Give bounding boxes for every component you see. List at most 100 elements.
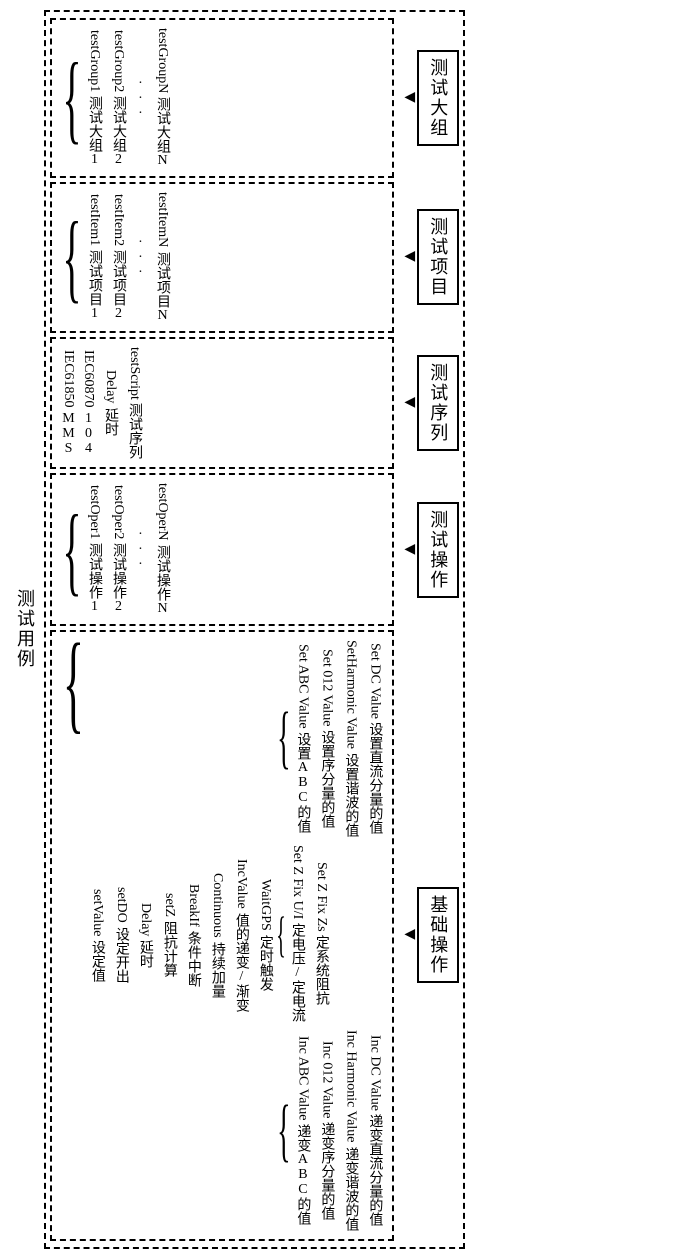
item-en: testGroup1 <box>86 30 102 92</box>
item: testItem1 测试项目1 <box>84 192 104 323</box>
section-label-group: ◀测试序列 <box>402 355 459 451</box>
arrow-icon: ◀ <box>404 543 415 557</box>
item-en: Delay <box>102 370 118 403</box>
item: testItem2测试项目2 <box>108 192 128 323</box>
item: BreakIf 条件中断 <box>183 882 203 989</box>
section-label-group: ◀测试项目 <box>402 209 459 305</box>
item-cn: 测试大组N <box>152 97 172 168</box>
section-box: IEC61850MMSIEC60870104Delay延时testScript测… <box>50 337 394 470</box>
brace-icon: { <box>62 217 81 297</box>
item-cn: 测试操作1 <box>84 543 104 614</box>
sub-item-group: Set Z Fix U/I定电压/定电流Set Z Fix Zs定系统阻抗 <box>287 843 331 1024</box>
item: testOper2测试操作2 <box>108 483 128 616</box>
item: setDO 设定开出 <box>111 885 131 985</box>
item: Set 012 Value设置序分量的值 <box>316 647 336 831</box>
item: testGroup2 测试大组2 <box>108 28 128 169</box>
diagram-root: 测试用例 {testGroup1测试大组1testGroup2测试大组2···t… <box>10 10 684 1249</box>
item-cn: 延时 <box>100 408 120 436</box>
section-box: {testGroup1测试大组1testGroup2测试大组2···testGr… <box>50 18 394 178</box>
item-en: IEC60870 <box>80 350 96 408</box>
item: testScript测试序列 <box>124 345 144 462</box>
item-en: BreakIf <box>185 884 201 927</box>
item-en: testGroup2 <box>110 30 126 92</box>
section-box: {testItem1测试项目1testItem2测试项目2···testItem… <box>50 182 394 332</box>
ellipsis: ··· <box>132 76 148 121</box>
section-label: 基础操作 <box>417 887 459 983</box>
item-en: setZ <box>161 893 177 917</box>
sub-group: {Inc ABC Value递变ABC的值Inc 012 Value递变序分量的… <box>275 1028 385 1232</box>
arrow-icon: ◀ <box>404 250 415 264</box>
item-en: Inc DC Value <box>366 1035 382 1111</box>
item: testItemN 测试项目N <box>152 190 172 324</box>
section-label: 测试大组 <box>417 50 459 146</box>
section-label-group: ◀测试操作 <box>402 502 459 598</box>
sections-container: {testGroup1测试大组1testGroup2测试大组2···testGr… <box>44 10 465 1249</box>
brace-icon: { <box>63 638 84 726</box>
item-group: IEC61850MMSIEC60870104Delay延时testScript测… <box>60 345 144 462</box>
section-row: {testGroup1测试大组1testGroup2测试大组2···testGr… <box>50 18 459 178</box>
item: Inc 012 Value 递变序分量的值 <box>316 1039 336 1223</box>
brace-icon: { <box>276 914 286 954</box>
item-en: Inc ABC Value <box>294 1036 310 1121</box>
item-group: testOper1测试操作1testOper2测试操作2···testOperN… <box>84 481 172 618</box>
brace-icon: { <box>62 510 81 590</box>
section-row: {testItem1测试项目1testItem2测试项目2···testItem… <box>50 182 459 332</box>
item-en: testItem1 <box>86 194 102 246</box>
item-cn: 设定开出 <box>111 927 131 983</box>
item: IEC61850MMS <box>60 348 76 459</box>
item: Set DC Value设置直流分量的值 <box>364 641 384 837</box>
item-en: Inc 012 Value <box>318 1041 334 1119</box>
sub-group: {Set Z Fix U/I定电压/定电流Set Z Fix Zs定系统阻抗 <box>275 843 385 1024</box>
item-en: IEC61850 <box>60 350 76 408</box>
item-cn: 延时 <box>135 940 155 968</box>
item: Inc Harmonic Value递变谐波的值 <box>340 1028 360 1232</box>
item-en: Delay <box>137 903 153 936</box>
item-cn: 设置谐波的值 <box>340 753 360 837</box>
item-cn: 设定值 <box>87 940 107 982</box>
item-en: testScript <box>126 347 142 400</box>
item: Delay 延时 <box>135 901 155 970</box>
item-cn: 设置序分量的值 <box>316 730 336 828</box>
item: SetHarmonic Value 设置谐波的值 <box>340 638 360 839</box>
item: Continuous持续加量 <box>207 871 227 1000</box>
item: Set Z Fix U/I定电压/定电流 <box>287 843 307 1024</box>
section-label-group: ◀基础操作 <box>402 887 459 983</box>
item-en: Set DC Value <box>366 643 382 719</box>
section-label: 测试序列 <box>417 355 459 451</box>
item-en: Set Z Fix Zs <box>313 862 329 932</box>
item-cn: 条件中断 <box>183 931 203 987</box>
item: Delay 延时 <box>100 368 120 437</box>
item-cn: 定电压/定电流 <box>287 923 307 1022</box>
item-cn: 递变序分量的值 <box>316 1122 336 1220</box>
item-en: testOper1 <box>86 485 102 539</box>
item-cn: 测试项目1 <box>84 250 104 321</box>
item: testGroupN测试大组N <box>152 26 172 170</box>
root-label: 测试用例 <box>10 585 40 673</box>
item-cn: 测试大组1 <box>84 96 104 167</box>
section-row: IEC61850MMSIEC60870104Delay延时testScript测… <box>50 337 459 470</box>
item-en: SetHarmonic Value <box>342 640 358 749</box>
item-en: Continuous <box>209 873 225 938</box>
section-row: {setValue设定值setDO设定开出Delay延时setZ阻抗计算Brea… <box>50 630 459 1241</box>
item: setZ 阻抗计算 <box>159 891 179 979</box>
item: WaitGPS定时触发 <box>255 877 275 993</box>
item-cn: 阻抗计算 <box>159 921 179 977</box>
item-cn: 递变直流分量的值 <box>364 1114 384 1226</box>
ellipsis: ··· <box>132 235 148 280</box>
item-cn: 测试项目N <box>152 252 172 323</box>
item-cn: 测试操作2 <box>108 543 128 614</box>
item: setValue设定值 <box>87 887 107 984</box>
item: IncValue值的递变/渐变 <box>231 857 251 1014</box>
item: testOper1 测试操作1 <box>84 483 104 616</box>
sub-vert: {Set ABC Value设置ABC的值Set 012 Value设置序分量的… <box>275 638 385 1233</box>
item: Set Z Fix Zs定系统阻抗 <box>311 860 331 1008</box>
item-cn: 设置ABC的值 <box>292 732 312 833</box>
item-en: testItemN <box>154 192 170 247</box>
section-row: {testOper1测试操作1testOper2测试操作2···testOper… <box>50 473 459 626</box>
item-cn: 递变谐波的值 <box>340 1147 360 1231</box>
arrow-icon: ◀ <box>404 396 415 410</box>
item-en: setDO <box>113 887 129 923</box>
sub-group: {Set ABC Value设置ABC的值Set 012 Value设置序分量的… <box>275 638 385 839</box>
item-cn: 测试大组2 <box>108 96 128 167</box>
item-en: IncValue <box>233 859 249 909</box>
